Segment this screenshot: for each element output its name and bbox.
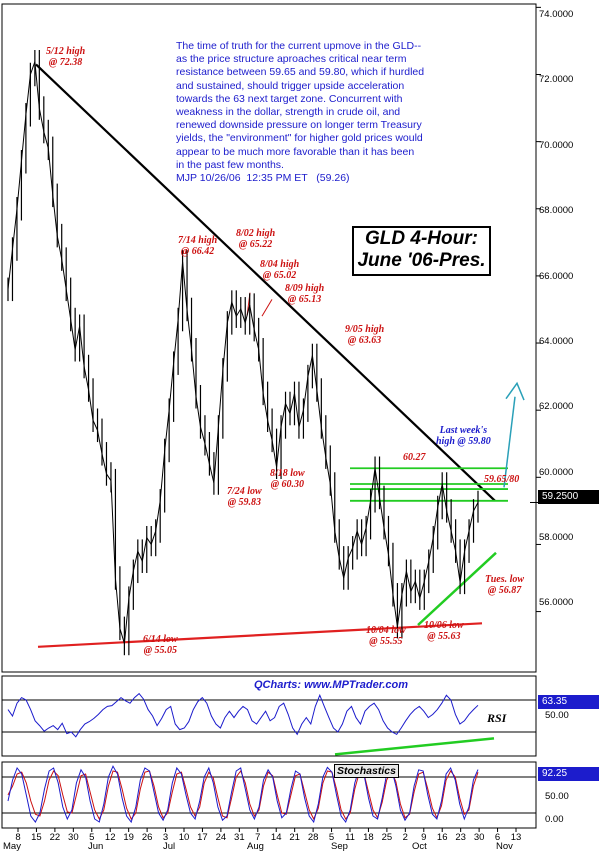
x-tick-label: 19 xyxy=(123,832,134,843)
x-tick-label: 25 xyxy=(382,832,393,843)
annotation-10-06-low: 10/06 low @ 55.63 xyxy=(424,620,464,642)
price-tick-60: 60.0000 xyxy=(539,467,574,478)
x-tick-label: 28 xyxy=(308,832,319,843)
rsi-last-label: 63.35 xyxy=(538,695,599,709)
annotation-8-02-high: 8/02 high @ 65.22 xyxy=(236,228,276,250)
price-tick-70: 70.0000 xyxy=(539,140,574,151)
x-tick-label: 6 xyxy=(495,832,500,843)
month-label-aug: Aug xyxy=(247,841,264,852)
x-tick-label: 22 xyxy=(50,832,61,843)
annotation-tues-low: Tues. low @ 56.87 xyxy=(485,574,525,596)
price-tick-56: 56.0000 xyxy=(539,597,574,608)
uptrend-line xyxy=(417,551,497,626)
x-tick-label: 9 xyxy=(421,832,426,843)
price-series xyxy=(7,49,538,656)
month-label-may: May xyxy=(3,841,21,852)
x-tick-label: 30 xyxy=(474,832,485,843)
month-label-sep: Sep xyxy=(331,841,348,852)
price-gridlines xyxy=(536,6,541,613)
annotation-8-09-high: 8/09 high @ 65.13 xyxy=(285,283,325,305)
annotation-5-12-high: 5/12 high @ 72.38 xyxy=(46,46,86,68)
annotation-8-18-low: 8/18 low @ 60.30 xyxy=(270,468,305,490)
last-price-label: 59.2500 xyxy=(538,490,599,504)
annotation-7-14-high: 7/14 high @ 66.42 xyxy=(178,235,218,257)
x-tick-label: 15 xyxy=(31,832,42,843)
price-tick-74: 74.0000 xyxy=(539,9,574,20)
stoch-tick-0: 0.00 xyxy=(545,814,564,825)
x-tick-label: 17 xyxy=(197,832,208,843)
stoch-k-line xyxy=(7,765,479,824)
annotation-8-04-high: 8/04 high @ 65.02 xyxy=(260,259,300,281)
month-label-jul: Jul xyxy=(163,841,176,852)
x-tick-label: 18 xyxy=(363,832,374,843)
annotation-6-14-low: 6/14 low @ 55.05 xyxy=(143,634,178,656)
commentary-text: The time of truth for the current upmove… xyxy=(176,40,425,185)
x-tick-label: 5 xyxy=(329,832,334,843)
stoch-tick-50: 50.00 xyxy=(545,791,569,802)
x-tick-label: 26 xyxy=(142,832,153,843)
price-line xyxy=(7,61,479,644)
support-line xyxy=(37,622,483,648)
annotation-7-24-low: 7/24 low @ 59.83 xyxy=(227,486,262,508)
x-axis-ticks: 8 15 22 30 5 12 19 26 3 10 17 24 31 7 14 21 28 5 11 18 25 2 9 1… xyxy=(15,828,521,843)
rsi-trendline xyxy=(334,737,495,756)
x-tick-label: 24 xyxy=(216,832,227,843)
stoch-last-label: 92.25 xyxy=(538,767,599,781)
annotation-last-week-high: Last week's high @ 59.80 xyxy=(436,425,491,447)
x-tick-label: 7 xyxy=(255,832,260,843)
pointer-8-09 xyxy=(261,299,273,317)
x-tick-label: 10 xyxy=(179,832,190,843)
chart-title: GLD 4-Hour: June '06-Pres. xyxy=(352,226,491,276)
rsi-tick-50: 50.00 xyxy=(545,710,569,721)
month-label-jun: Jun xyxy=(88,841,104,852)
month-label-nov: Nov xyxy=(496,841,513,852)
price-tick-66: 66.0000 xyxy=(539,271,574,282)
rsi-label: RSI xyxy=(487,711,507,725)
annotation-10-04-low: 10/04 low @ 55.55 xyxy=(366,625,406,647)
annotation-9-05-high: 9/05 high @ 63.63 xyxy=(345,324,385,346)
x-tick-label: 14 xyxy=(271,832,282,843)
x-tick-label: 16 xyxy=(437,832,448,843)
x-tick-label: 30 xyxy=(68,832,79,843)
rsi-series xyxy=(2,692,536,756)
x-tick-label: 11 xyxy=(345,832,355,843)
price-tick-72: 72.0000 xyxy=(539,74,574,85)
target-arrow-head xyxy=(505,381,525,401)
x-tick-label: 5 xyxy=(89,832,94,843)
stochastics-label: Stochastics xyxy=(334,764,399,778)
x-tick-label: 31 xyxy=(234,832,245,843)
x-tick-label: 8 xyxy=(15,832,20,843)
x-tick-label: 21 xyxy=(289,832,300,843)
rsi-line xyxy=(7,692,479,738)
price-tick-62: 62.0000 xyxy=(539,401,574,412)
month-label-oct: Oct xyxy=(412,841,427,852)
x-tick-label: 12 xyxy=(105,832,116,843)
annotation-59-65-80: 59.65/80 xyxy=(484,474,520,485)
stochastics-series xyxy=(2,765,536,824)
target-arrow-shaft xyxy=(503,396,516,488)
watermark: QCharts: www.MPTrader.com xyxy=(254,679,409,691)
downtrend-line xyxy=(35,63,496,502)
x-tick-label: 23 xyxy=(455,832,466,843)
price-tick-58: 58.0000 xyxy=(539,532,574,543)
x-tick-label: 2 xyxy=(403,832,408,843)
price-tick-64: 64.0000 xyxy=(539,336,574,347)
annotation-60-27: 60.27 xyxy=(403,452,426,463)
price-tick-68: 68.0000 xyxy=(539,205,574,216)
trendlines xyxy=(35,63,525,648)
x-tick-label: 3 xyxy=(163,832,168,843)
x-tick-label: 13 xyxy=(511,832,522,843)
